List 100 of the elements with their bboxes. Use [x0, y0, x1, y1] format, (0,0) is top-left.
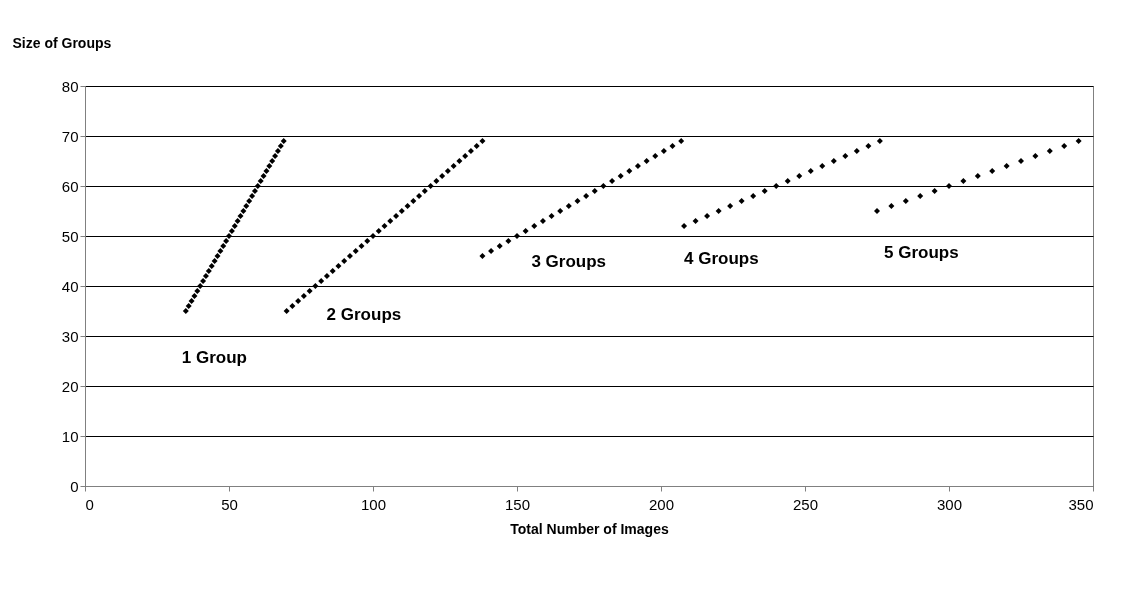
point [473, 143, 480, 149]
point [277, 143, 284, 149]
point [946, 183, 952, 189]
point [960, 178, 967, 184]
point [565, 203, 572, 209]
point [280, 138, 287, 144]
y-tick-label: 80 [61, 77, 79, 95]
point [917, 193, 924, 199]
point [217, 248, 224, 254]
series-label: 4 Groups [684, 249, 759, 268]
point [609, 178, 616, 184]
y-axis-title: Size of Groups [12, 34, 112, 51]
point [214, 253, 221, 259]
point [888, 203, 895, 209]
point [738, 198, 745, 204]
point [479, 253, 486, 259]
x-tick-label: 100 [360, 495, 387, 513]
point [727, 203, 734, 209]
point [205, 268, 212, 274]
point [228, 228, 235, 234]
y-tick-label: 60 [61, 177, 79, 195]
point [617, 173, 624, 179]
point [433, 178, 440, 184]
point [761, 188, 768, 194]
point [784, 178, 791, 184]
series-label: 5 Groups [884, 243, 959, 262]
point [488, 248, 495, 254]
x-axis-title: Total Number of Images [510, 520, 669, 537]
point [191, 293, 198, 299]
point [456, 158, 463, 164]
point [208, 263, 215, 269]
point [266, 163, 273, 169]
point [539, 218, 546, 224]
point [182, 308, 189, 314]
point [410, 198, 417, 204]
point [226, 233, 232, 239]
point [404, 203, 411, 209]
point [1032, 153, 1039, 159]
point [237, 213, 244, 219]
point [600, 183, 607, 189]
point [1046, 148, 1053, 154]
point [346, 253, 353, 259]
point [358, 243, 365, 249]
point [197, 283, 204, 289]
x-tick-label: 250 [792, 495, 819, 513]
point [634, 163, 641, 169]
point [364, 238, 371, 244]
point [681, 223, 688, 229]
point [283, 308, 290, 314]
point [185, 303, 192, 309]
point [876, 138, 883, 144]
point [574, 198, 581, 204]
point [398, 208, 405, 214]
point [223, 238, 230, 244]
point [329, 268, 336, 274]
point [522, 228, 529, 234]
y-tick-label: 70 [61, 127, 79, 145]
point [557, 208, 564, 214]
point [514, 233, 520, 239]
point [249, 193, 256, 199]
point [902, 198, 909, 204]
point [257, 178, 264, 184]
point [427, 183, 434, 189]
y-tick-label: 0 [70, 477, 79, 495]
point [874, 208, 880, 214]
point [531, 223, 538, 229]
point [289, 303, 296, 309]
point [548, 213, 555, 219]
point [704, 213, 711, 219]
point [335, 263, 342, 269]
point [341, 258, 348, 264]
point [505, 238, 512, 244]
point [387, 218, 394, 224]
point [842, 153, 849, 159]
point [692, 218, 699, 224]
point [393, 213, 400, 219]
point [819, 163, 826, 169]
point [591, 188, 598, 194]
point [678, 138, 685, 144]
point [626, 168, 633, 174]
x-tick-label: 0 [85, 495, 94, 513]
point [1061, 143, 1068, 149]
point [450, 163, 457, 169]
series-label: 3 Groups [531, 252, 607, 271]
point [312, 283, 319, 289]
point [421, 188, 428, 194]
point [269, 158, 276, 164]
point [853, 148, 860, 154]
point [496, 243, 503, 249]
point [750, 193, 757, 199]
point [416, 193, 423, 199]
point [669, 143, 676, 149]
point [202, 273, 209, 279]
point [439, 173, 446, 179]
y-tick-label: 10 [61, 427, 79, 445]
point [583, 193, 590, 199]
point [188, 298, 195, 304]
point [323, 273, 330, 279]
point [479, 138, 486, 144]
point [773, 183, 780, 189]
